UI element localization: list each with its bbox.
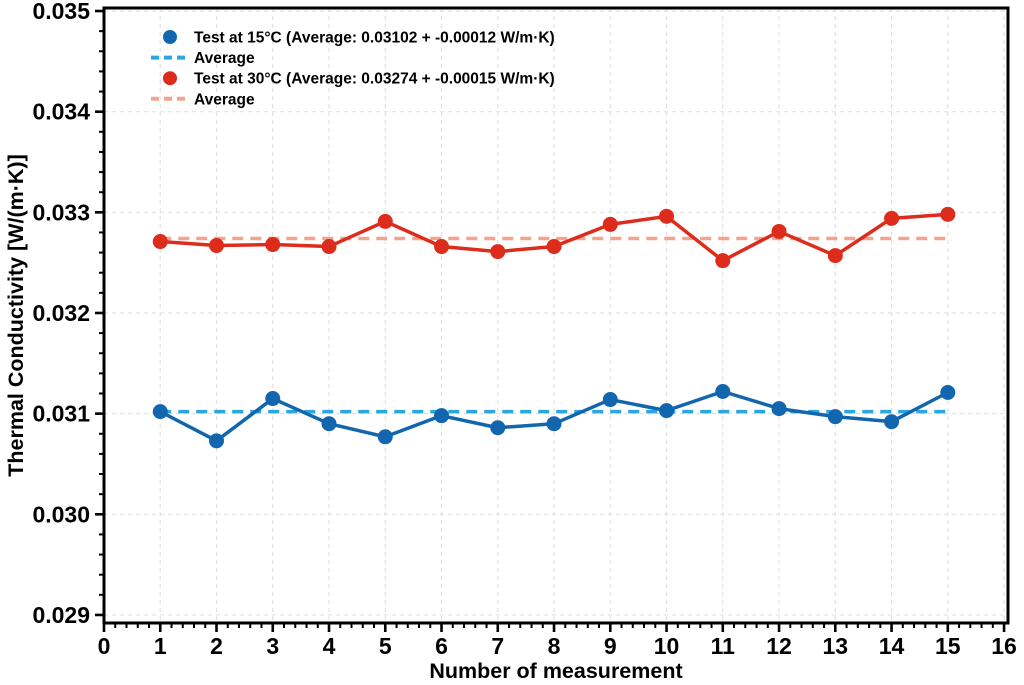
data-point <box>827 409 843 425</box>
data-point <box>152 404 168 420</box>
y-tick-label: 0.034 <box>32 99 90 125</box>
y-axis-label: Thermal Conductivity [W/(m·K)] <box>4 154 28 477</box>
x-tick-label: 8 <box>548 633 561 659</box>
x-tick-label: 16 <box>991 633 1017 659</box>
x-tick-label: 0 <box>98 633 111 659</box>
data-point <box>659 403 675 419</box>
legend-circle-marker <box>163 71 177 86</box>
x-tick-label: 7 <box>491 633 504 659</box>
data-point <box>659 208 675 224</box>
legend-label: Average <box>194 50 255 67</box>
x-tick-label: 1 <box>154 633 167 659</box>
legend-circle-marker <box>163 30 177 44</box>
data-point <box>265 391 281 407</box>
data-point <box>715 383 731 399</box>
data-point <box>602 216 618 232</box>
legend-label: Test at 30°C (Average: 0.03274 + -0.0001… <box>194 71 555 88</box>
data-point <box>827 248 843 264</box>
data-point <box>152 234 168 250</box>
gridlines <box>103 8 1008 623</box>
data-point <box>377 213 393 229</box>
data-point <box>940 206 956 222</box>
x-tick-label: 12 <box>766 633 792 659</box>
data-point <box>546 416 562 432</box>
x-tick-label: 2 <box>210 633 223 659</box>
data-point <box>884 210 900 226</box>
x-tick-label: 9 <box>604 633 617 659</box>
x-tick-label: 6 <box>435 633 448 659</box>
data-point <box>209 433 225 449</box>
data-point <box>434 408 450 424</box>
y-tick-label: 0.032 <box>32 300 90 326</box>
data-point <box>546 239 562 255</box>
x-tick-label: 10 <box>654 633 680 659</box>
data-point <box>771 401 787 417</box>
legend-label: Test at 15°C (Average: 0.03102 + -0.0001… <box>194 30 555 47</box>
legend-label: Average <box>194 91 255 108</box>
data-point <box>321 416 337 432</box>
y-tick-label: 0.029 <box>32 602 90 628</box>
data-point <box>265 237 281 253</box>
data-point <box>771 223 787 239</box>
legend: Test at 15°C (Average: 0.03102 + -0.0001… <box>151 30 555 108</box>
x-tick-label: 5 <box>379 633 392 659</box>
y-tick-label: 0.031 <box>32 401 90 427</box>
y-tick-label: 0.033 <box>32 199 90 225</box>
plot-frame <box>102 6 1010 625</box>
data-point <box>884 414 900 430</box>
x-tick-label: 11 <box>711 633 736 659</box>
data-point <box>940 385 956 401</box>
x-tick-label: 3 <box>266 633 279 659</box>
data-point <box>602 392 618 408</box>
data-point <box>490 420 506 436</box>
x-tick-label: 13 <box>823 633 849 659</box>
data-point <box>209 238 225 254</box>
tick-labels: 0 1 2 3 4 5 6 7 8 9 10 11 12 13 14 15 160.0290.0300.0310… <box>32 0 1016 659</box>
series-points-2 <box>152 206 956 269</box>
data-point <box>434 239 450 255</box>
x-tick-label: 4 <box>323 633 336 659</box>
data-point <box>377 429 393 445</box>
data-point <box>490 244 506 260</box>
x-tick-label: 14 <box>879 633 905 659</box>
x-tick-label: 15 <box>935 633 961 659</box>
y-tick-label: 0.035 <box>32 0 90 24</box>
x-axis-label: Number of measurement <box>429 659 682 683</box>
data-point <box>321 239 337 255</box>
data-point <box>715 253 731 269</box>
series-points-0 <box>152 383 956 449</box>
y-tick-label: 0.030 <box>32 501 90 527</box>
